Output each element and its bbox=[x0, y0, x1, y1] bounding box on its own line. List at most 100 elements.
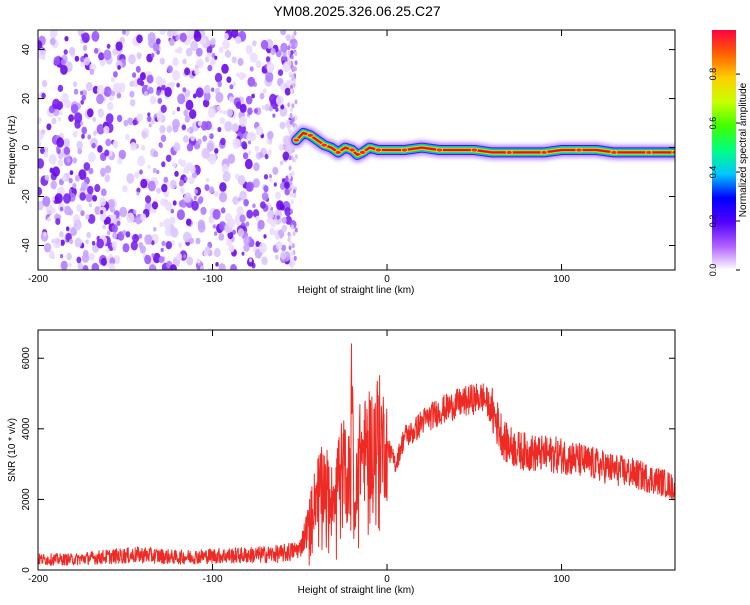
noise-speckle bbox=[280, 82, 287, 91]
noise-speckle bbox=[97, 47, 102, 53]
noise-speckle bbox=[82, 45, 88, 51]
noise-speckle bbox=[213, 231, 218, 237]
noise-speckle bbox=[89, 68, 95, 75]
noise-speckle bbox=[141, 131, 148, 139]
trace-peak bbox=[374, 147, 382, 153]
noise-speckle bbox=[281, 217, 287, 224]
noise-speckle bbox=[191, 200, 199, 211]
noise-speckle bbox=[218, 46, 224, 54]
noise-speckle bbox=[81, 253, 90, 263]
noise-speckle bbox=[290, 84, 293, 90]
noise-speckle bbox=[72, 157, 77, 164]
noise-speckle bbox=[200, 206, 207, 215]
noise-speckle bbox=[154, 180, 159, 186]
noise-speckle bbox=[292, 122, 296, 128]
noise-speckle bbox=[288, 165, 292, 171]
noise-speckle bbox=[138, 233, 143, 239]
noise-speckle bbox=[63, 193, 71, 204]
noise-speckle bbox=[81, 32, 90, 43]
y-tick-label: 0 bbox=[21, 567, 32, 573]
noise-speckle bbox=[227, 153, 236, 164]
noise-speckle bbox=[48, 105, 55, 114]
noise-speckle bbox=[185, 218, 192, 226]
noise-speckle bbox=[70, 103, 79, 114]
x-tick-label: -200 bbox=[28, 574, 48, 585]
noise-speckle bbox=[209, 133, 214, 140]
noise-speckle bbox=[275, 241, 283, 250]
noise-speckle bbox=[160, 134, 167, 143]
noise-speckle bbox=[43, 151, 49, 158]
y-tick-label: 20 bbox=[21, 93, 32, 105]
noise-speckle bbox=[210, 37, 216, 46]
noise-speckle bbox=[224, 49, 232, 59]
noise-speckle bbox=[244, 158, 253, 170]
noise-speckle bbox=[237, 228, 245, 237]
noise-speckle bbox=[188, 176, 195, 185]
noise-speckle bbox=[293, 255, 297, 261]
noise-speckle bbox=[147, 164, 151, 169]
noise-speckle bbox=[64, 99, 71, 109]
colorbar-tick-label: 0.2 bbox=[708, 215, 718, 228]
noise-speckle bbox=[237, 57, 244, 66]
noise-speckle bbox=[264, 103, 270, 111]
noise-speckle bbox=[278, 144, 284, 151]
noise-speckle bbox=[230, 264, 237, 270]
noise-speckle bbox=[69, 170, 74, 176]
noise-speckle bbox=[197, 138, 202, 145]
noise-speckle bbox=[217, 126, 222, 133]
noise-speckle bbox=[130, 240, 138, 251]
noise-speckle bbox=[291, 224, 294, 230]
noise-speckle bbox=[235, 36, 242, 45]
y-tick-label: 0 bbox=[21, 144, 32, 150]
noise-speckle bbox=[287, 56, 291, 62]
spectrogram-xlabel: Height of straight line (km) bbox=[298, 285, 415, 296]
noise-speckle bbox=[282, 151, 290, 161]
noise-speckle bbox=[169, 216, 176, 225]
noise-speckle bbox=[184, 115, 191, 123]
noise-speckle bbox=[158, 256, 165, 264]
noise-speckle bbox=[290, 199, 294, 205]
noise-speckle bbox=[92, 117, 97, 122]
noise-speckle bbox=[287, 231, 291, 237]
noise-speckle bbox=[204, 120, 212, 131]
noise-speckle bbox=[273, 182, 277, 187]
noise-speckle bbox=[247, 140, 252, 145]
noise-speckle bbox=[243, 243, 250, 252]
noise-speckle bbox=[60, 239, 65, 246]
noise-speckle bbox=[60, 58, 66, 66]
noise-speckle bbox=[116, 220, 121, 226]
noise-speckle bbox=[275, 95, 284, 106]
noise-speckle bbox=[183, 109, 189, 117]
noise-speckle bbox=[289, 192, 293, 198]
colorbar-tick-label: 0.0 bbox=[708, 264, 718, 277]
noise-speckle bbox=[184, 67, 191, 76]
noise-speckle bbox=[160, 78, 166, 86]
noise-speckle bbox=[226, 108, 233, 118]
noise-speckle bbox=[265, 56, 271, 62]
noise-speckle bbox=[222, 171, 231, 182]
noise-speckle bbox=[52, 166, 60, 177]
noise-speckle bbox=[140, 213, 147, 222]
noise-speckle bbox=[161, 161, 166, 168]
noise-speckle bbox=[106, 247, 110, 253]
noise-speckle bbox=[144, 234, 153, 245]
noise-speckle bbox=[181, 124, 187, 131]
noise-speckle bbox=[116, 114, 123, 123]
noise-speckle bbox=[294, 115, 298, 121]
noise-speckle bbox=[77, 148, 83, 155]
noise-speckle bbox=[289, 241, 293, 247]
noise-speckle bbox=[68, 46, 76, 56]
noise-speckle bbox=[290, 251, 294, 257]
noise-speckle bbox=[259, 92, 265, 100]
noise-speckle bbox=[276, 200, 284, 211]
x-tick-label: 0 bbox=[384, 574, 390, 585]
noise-speckle bbox=[150, 119, 155, 125]
noise-speckle bbox=[88, 167, 94, 175]
noise-speckle bbox=[212, 224, 217, 229]
noise-speckle bbox=[72, 182, 77, 189]
noise-speckle bbox=[291, 34, 295, 40]
noise-speckle bbox=[232, 196, 239, 205]
noise-speckle bbox=[208, 215, 215, 224]
noise-speckle bbox=[247, 150, 252, 155]
noise-speckle bbox=[177, 93, 186, 105]
